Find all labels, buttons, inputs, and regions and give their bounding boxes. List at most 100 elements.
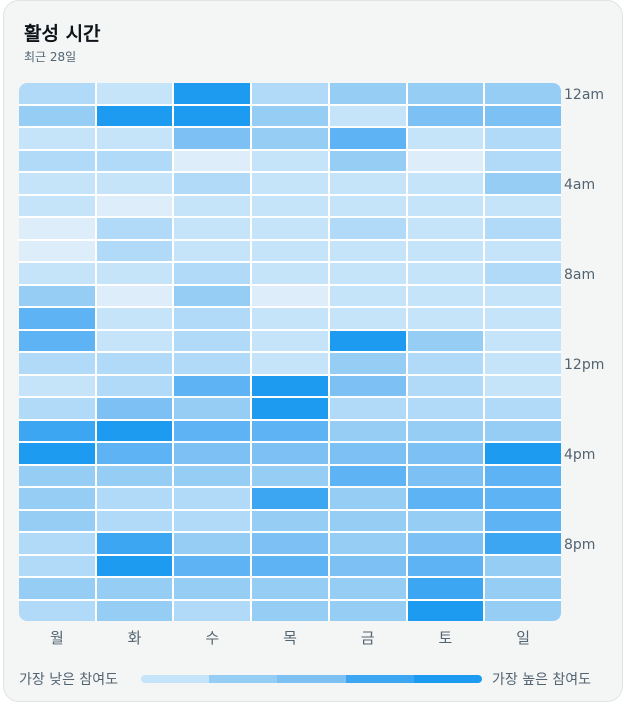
heatmap-cell [252, 465, 328, 486]
heatmap-cell [96, 465, 173, 486]
heatmap-cell [485, 375, 561, 396]
heatmap-cell [252, 128, 328, 149]
heatmap-cell [19, 308, 95, 329]
heatmap-cell [329, 600, 406, 621]
heatmap-cell [19, 578, 95, 599]
heatmap-cell [485, 443, 561, 464]
heatmap-cell [407, 600, 484, 621]
heatmap-cell [96, 578, 173, 599]
card-title: 활성 시간 [24, 23, 101, 45]
heatmap-cell [19, 510, 95, 531]
heatmap-cell [252, 263, 328, 284]
day-label: 수 [205, 629, 220, 647]
heatmap-cell [19, 488, 95, 509]
heatmap-cell [329, 128, 406, 149]
heatmap-cell [329, 240, 406, 261]
heatmap-cell [407, 465, 484, 486]
hour-label: 8pm [564, 537, 596, 554]
heatmap-cell [96, 128, 173, 149]
heatmap-cell [174, 105, 251, 126]
heatmap-cell [407, 105, 484, 126]
heatmap-cell [252, 420, 328, 441]
heatmap-cell [252, 510, 328, 531]
heatmap-cell [174, 195, 251, 216]
heatmap-cell [252, 398, 328, 419]
heatmap-cell [485, 263, 561, 284]
hour-label: 8am [564, 267, 596, 284]
heatmap-cell [174, 555, 251, 576]
heatmap-cell [96, 600, 173, 621]
heatmap-cell [407, 83, 484, 104]
heatmap-cell [174, 240, 251, 261]
heatmap-cell [19, 105, 95, 126]
heatmap-cell [329, 263, 406, 284]
heatmap-cell [485, 555, 561, 576]
heatmap-cell [329, 533, 406, 554]
heatmap-cell [96, 533, 173, 554]
heatmap-cell [174, 375, 251, 396]
heatmap-cell [485, 600, 561, 621]
heatmap-cell [329, 510, 406, 531]
heatmap-cell [96, 285, 173, 306]
day-label: 월 [49, 629, 64, 647]
heatmap-cell [407, 375, 484, 396]
heatmap-cell [19, 330, 95, 351]
heatmap-cell [19, 398, 95, 419]
activity-heatmap [19, 83, 561, 621]
heatmap-cell [407, 488, 484, 509]
heatmap-cell [19, 533, 95, 554]
heatmap-cell [19, 150, 95, 171]
heatmap-cell [96, 443, 173, 464]
heatmap-cell [252, 218, 328, 239]
heatmap-cell [485, 150, 561, 171]
heatmap-cell [407, 353, 484, 374]
heatmap-cell [407, 420, 484, 441]
heatmap-cell [174, 285, 251, 306]
heatmap-cell [252, 533, 328, 554]
heatmap-cell [96, 330, 173, 351]
heatmap-cell [329, 375, 406, 396]
heatmap-cell [174, 488, 251, 509]
heatmap-cell [485, 488, 561, 509]
heatmap-cell [174, 578, 251, 599]
legend-high-label: 가장 높은 참여도 [492, 672, 592, 688]
heatmap-cell [329, 420, 406, 441]
heatmap-cell [96, 218, 173, 239]
heatmap-cell [485, 308, 561, 329]
heatmap-cell [485, 83, 561, 104]
heatmap-cell [19, 420, 95, 441]
heatmap-cell [252, 285, 328, 306]
heatmap-cell [174, 398, 251, 419]
heatmap-cell [174, 263, 251, 284]
heatmap-cell [19, 443, 95, 464]
heatmap-cell [485, 533, 561, 554]
heatmap-cell [252, 555, 328, 576]
heatmap-cell [252, 83, 328, 104]
heatmap-cell [407, 555, 484, 576]
heatmap-cell [329, 218, 406, 239]
hour-label: 12am [564, 87, 605, 104]
heatmap-cell [485, 105, 561, 126]
heatmap-cell [485, 330, 561, 351]
heatmap-cell [485, 510, 561, 531]
heatmap-cell [19, 600, 95, 621]
heatmap-cell [252, 600, 328, 621]
heatmap-cell [19, 353, 95, 374]
heatmap-cell [19, 240, 95, 261]
heatmap-cell [485, 195, 561, 216]
heatmap-cell [19, 83, 95, 104]
legend-segment [413, 675, 482, 683]
heatmap-cell [174, 465, 251, 486]
heatmap-cell [252, 240, 328, 261]
legend-segment [345, 675, 414, 683]
legend-low-label: 가장 낮은 참여도 [19, 672, 119, 688]
heatmap-cell [407, 218, 484, 239]
heatmap-cell [329, 285, 406, 306]
heatmap-cell [174, 83, 251, 104]
heatmap-cell [96, 173, 173, 194]
heatmap-cell [407, 308, 484, 329]
heatmap-cell [252, 308, 328, 329]
heatmap-cell [485, 398, 561, 419]
day-label: 화 [127, 629, 142, 647]
heatmap-cell [329, 353, 406, 374]
